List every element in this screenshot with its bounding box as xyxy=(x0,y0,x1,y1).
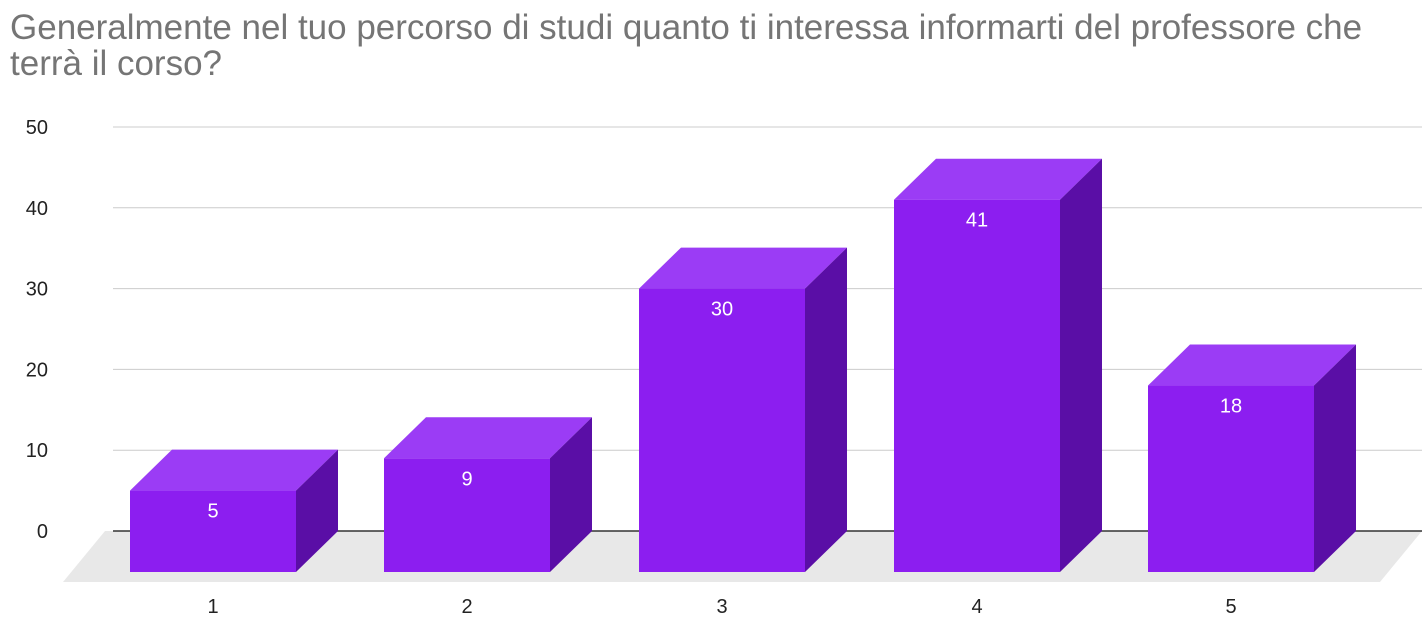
bar-side-face xyxy=(1314,344,1356,572)
bar-front-face xyxy=(894,199,1060,572)
bar-top-face xyxy=(1148,344,1356,386)
data-label: 18 xyxy=(1220,396,1242,418)
bar-front-face xyxy=(1148,385,1314,572)
chart-title: Generalmente nel tuo percorso di studi q… xyxy=(10,8,1363,83)
bar-top-face xyxy=(384,417,592,459)
y-tick-label: 40 xyxy=(26,198,48,220)
bar-side-face xyxy=(805,247,847,572)
bar-1: 5 xyxy=(130,449,338,572)
x-tick-label: 5 xyxy=(1225,596,1236,618)
bar-2: 9 xyxy=(384,417,592,572)
bar-front-face xyxy=(130,490,296,572)
bar-side-face xyxy=(550,417,592,572)
y-tick-label: 20 xyxy=(26,359,48,381)
y-tick-label: 50 xyxy=(26,117,48,139)
y-tick-label: 0 xyxy=(37,521,48,543)
bar-top-face xyxy=(639,247,847,289)
data-label: 41 xyxy=(966,210,988,232)
bar-side-face xyxy=(296,449,338,572)
data-label: 5 xyxy=(207,501,218,523)
x-tick-label: 1 xyxy=(207,596,218,618)
bar-3: 30 xyxy=(639,247,847,572)
data-label: 30 xyxy=(711,299,733,321)
bar-front-face xyxy=(384,458,550,572)
x-tick-label: 4 xyxy=(971,596,982,618)
x-tick-label: 2 xyxy=(461,596,472,618)
bar-5: 18 xyxy=(1148,344,1356,572)
bar-4: 41 xyxy=(894,158,1102,572)
bar-top-face xyxy=(894,158,1102,200)
y-tick-label: 30 xyxy=(26,279,48,301)
x-tick-label: 3 xyxy=(716,596,727,618)
bar-side-face xyxy=(1060,158,1102,572)
y-tick-label: 10 xyxy=(26,440,48,462)
bar-top-face xyxy=(130,449,338,491)
data-label: 9 xyxy=(461,468,472,490)
bar-front-face xyxy=(639,288,805,572)
